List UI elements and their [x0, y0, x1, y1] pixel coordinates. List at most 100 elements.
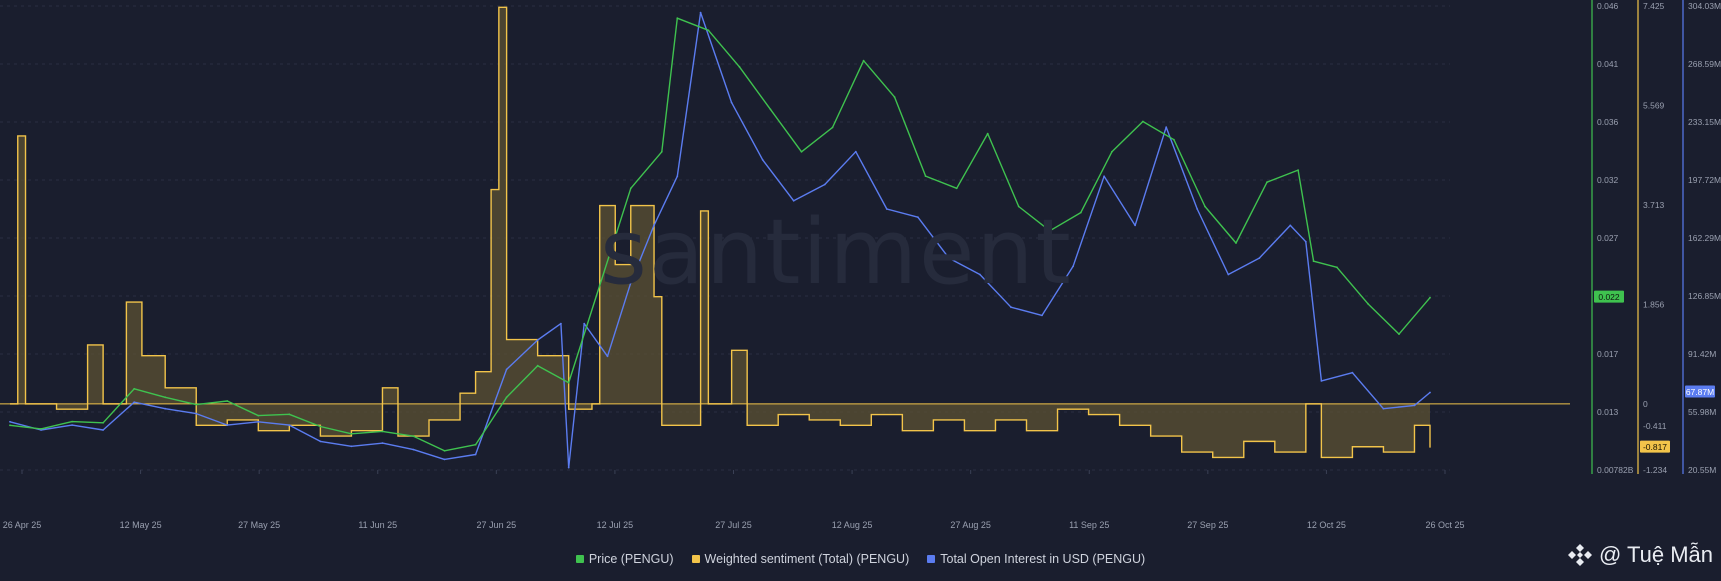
oi-series-point	[412, 448, 415, 451]
legend-label-price: Price (PENGU)	[588, 552, 674, 566]
oi-series-point	[1072, 265, 1074, 268]
price-series-point	[986, 132, 989, 135]
oi-series-point	[567, 466, 570, 469]
oi-tick-label: 91.42M	[1688, 349, 1716, 359]
price-series-point	[1142, 120, 1144, 123]
price-series-point	[707, 29, 710, 32]
price-series-point	[133, 387, 136, 390]
oi-tick-label: 162.29M	[1688, 233, 1721, 243]
price-series-point	[660, 150, 663, 153]
price-series-point	[1312, 260, 1315, 263]
price-series-point	[1367, 302, 1369, 305]
oi-series-point	[1258, 257, 1261, 259]
sentiment-tick-label: 0	[1643, 399, 1648, 409]
oi-series-point	[288, 424, 291, 426]
oi-series-point	[948, 257, 950, 259]
oi-series-point	[730, 101, 733, 104]
x-tick-label: 12 May 25	[120, 520, 162, 530]
price-series-point	[350, 432, 353, 435]
price-series-point	[1429, 296, 1431, 299]
legend-swatch-price	[575, 555, 584, 563]
watermark: santiment	[600, 200, 1073, 305]
price-series-point	[769, 108, 772, 111]
price-series-point	[924, 175, 927, 178]
oi-series-point	[854, 150, 857, 153]
price-series-point	[567, 381, 570, 384]
price-series-point	[1297, 169, 1299, 172]
price-series-point	[1398, 333, 1400, 335]
price-series-point	[505, 396, 508, 399]
price-tick-label: 0.036	[1597, 117, 1619, 127]
legend-swatch-sentiment	[691, 555, 700, 563]
sentiment-tick-label: 1.856	[1643, 299, 1665, 309]
oi-series-point	[792, 199, 795, 202]
oi-series-point	[133, 401, 136, 404]
price-series-point	[629, 187, 632, 190]
legend-item-price[interactable]: Price (PENGU)	[575, 552, 674, 566]
oi-series-point	[560, 322, 562, 325]
binance-diamond-icon	[1567, 544, 1592, 566]
price-series-point	[9, 424, 11, 427]
oi-series-point	[583, 322, 586, 325]
price-series-point	[598, 284, 601, 287]
oi-series-point	[1304, 240, 1307, 243]
oi-series-point	[761, 159, 764, 161]
oi-series-point	[505, 368, 508, 371]
x-tick-label: 27 May 25	[238, 520, 280, 530]
price-series-point	[164, 396, 167, 399]
oi-series-point	[1041, 314, 1043, 317]
x-tick-label: 26 Apr 25	[3, 520, 42, 530]
legend-item-sentiment[interactable]: Weighted sentiment (Total) (PENGU)	[691, 552, 909, 566]
legend-swatch-oi	[927, 555, 936, 563]
x-tick-label: 27 Jun 25	[477, 520, 517, 530]
x-tick-label: 12 Jul 25	[597, 520, 634, 530]
price-series-point	[1017, 205, 1020, 208]
sentiment-area	[10, 7, 1430, 458]
price-series-point	[226, 400, 229, 402]
oi-series-point	[629, 281, 632, 284]
x-tick-label: 27 Aug 25	[950, 520, 991, 530]
price-series-point	[1173, 138, 1175, 141]
oi-tick-label: 20.55M	[1688, 465, 1716, 475]
price-series-point	[676, 17, 679, 20]
price-tick-label: 0.017	[1597, 349, 1619, 359]
oi-series-point	[71, 424, 73, 426]
oi-series-point	[350, 445, 353, 448]
oi-series-point	[1289, 224, 1292, 227]
price-series-point	[1204, 205, 1206, 208]
author-credit: @ Tuệ Mẫn	[1567, 542, 1713, 568]
oi-series-point	[1010, 306, 1012, 309]
price-tick-label: 0.032	[1597, 175, 1619, 185]
price-series-point	[1235, 242, 1237, 244]
price-series-point	[800, 150, 803, 153]
oi-series-point	[226, 424, 229, 426]
price-series-point	[257, 414, 260, 417]
sentiment-tick-label: -0.411	[1643, 421, 1667, 431]
x-tick-label: 12 Oct 25	[1307, 520, 1346, 530]
oi-series-point	[1382, 407, 1385, 410]
price-series-point	[831, 126, 834, 129]
price-tick-label: 0.046	[1597, 1, 1619, 11]
price-series-point	[1079, 211, 1082, 214]
oi-series-point	[979, 273, 981, 276]
oi-series-point	[1227, 273, 1230, 276]
price-current-badge-bg	[1594, 290, 1624, 303]
oi-tick-label: 304.03M	[1688, 1, 1721, 11]
oi-series-point	[1429, 391, 1431, 394]
oi-series-point	[536, 339, 539, 341]
legend: Price (PENGU) Weighted sentiment (Total)…	[0, 548, 1721, 570]
oi-tick-label: 55.98M	[1688, 407, 1716, 417]
price-series-point	[71, 420, 73, 423]
price-series-line	[9, 17, 1431, 452]
oi-tick-label: 197.72M	[1688, 175, 1721, 185]
price-current-badge: 0.022	[1598, 292, 1620, 302]
oi-tick-label: 233.15M	[1688, 117, 1721, 127]
oi-series-point	[676, 175, 679, 178]
oi-series-point	[885, 208, 888, 210]
legend-item-oi[interactable]: Total Open Interest in USD (PENGU)	[927, 552, 1145, 566]
sentiment-current-badge: -0.817	[1643, 442, 1667, 452]
oi-series-point	[1196, 208, 1199, 210]
x-tick-label: 12 Aug 25	[832, 520, 873, 530]
price-series-point	[1111, 150, 1113, 153]
oi-series-point	[1134, 224, 1136, 227]
